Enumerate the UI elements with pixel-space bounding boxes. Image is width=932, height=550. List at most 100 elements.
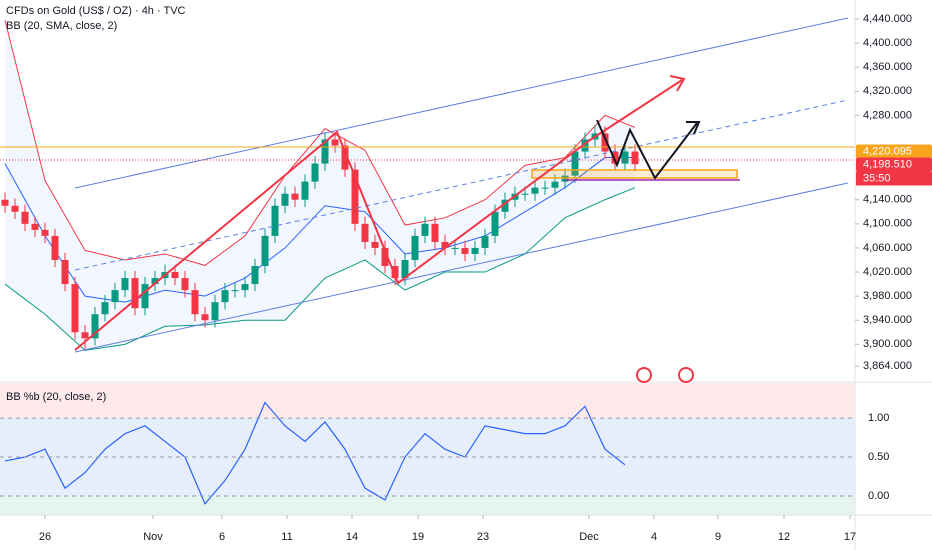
channel-bottom <box>74 182 849 353</box>
y-tick-label: 3,900.000 <box>863 338 912 350</box>
y-tick-label: 0.00 <box>868 490 889 502</box>
candle-body <box>101 302 109 315</box>
candle-body <box>491 211 499 236</box>
candle-body <box>1 199 9 206</box>
candle-body <box>461 247 469 254</box>
candle-body <box>251 266 259 285</box>
candle-body <box>121 278 129 291</box>
y-tick-label: 3,980.000 <box>863 290 912 302</box>
candle-body <box>81 332 89 339</box>
candle-body <box>541 187 549 189</box>
candle-body <box>381 247 389 267</box>
candle-body <box>631 151 639 165</box>
zone-box <box>531 169 738 179</box>
candle-body <box>571 151 579 176</box>
candle-body <box>551 181 559 188</box>
candle-body <box>601 133 609 152</box>
candle-body <box>421 223 429 236</box>
candle-body <box>271 205 279 236</box>
candle-body <box>351 169 359 224</box>
y-tick-label: 1.00 <box>868 412 889 424</box>
candle-body <box>151 278 159 285</box>
y-tick-label: 3,864.000 <box>863 360 912 372</box>
candle-body <box>331 139 339 146</box>
y-tick-label: 4,400.000 <box>863 37 912 49</box>
candle-body <box>91 314 99 339</box>
pctb-line <box>4 401 626 505</box>
chart-title: CFDs on Gold (US$ / OZ) · 4h · TVC <box>6 5 186 17</box>
candle-body <box>291 193 299 200</box>
candle-body <box>61 259 69 285</box>
countdown: 35:50 <box>863 172 891 184</box>
price-badge <box>856 144 932 159</box>
y-tick-label: 3,940.000 <box>863 314 912 326</box>
candle-body <box>181 278 189 291</box>
candle-body <box>361 223 369 242</box>
candle-body <box>41 229 49 236</box>
overbought-zone <box>0 383 855 418</box>
candle-body <box>211 302 219 321</box>
candle-body <box>431 223 439 242</box>
oversold-zone <box>0 496 855 515</box>
x-tick-label: Dec <box>579 531 599 543</box>
projection-head <box>686 121 701 135</box>
candle-body <box>501 199 509 212</box>
price-badge-label: 4,198.510 <box>863 158 912 170</box>
candle-body <box>221 290 229 303</box>
candle-body <box>611 151 619 164</box>
candle-body <box>301 181 309 200</box>
x-tick-label: 12 <box>778 531 790 543</box>
arrow-head <box>669 75 686 92</box>
candle-body <box>311 163 319 182</box>
y-tick-label: 0.50 <box>868 451 889 463</box>
event-icon[interactable] <box>636 367 652 383</box>
y-tick-label: 4,020.000 <box>863 266 912 278</box>
candle-body <box>261 235 269 267</box>
candle-body <box>171 272 179 279</box>
candle-body <box>391 266 399 279</box>
channel-top <box>74 17 849 189</box>
candle-body <box>11 205 19 212</box>
candle-body <box>141 284 149 309</box>
y-tick-label: 4,320.000 <box>863 85 912 97</box>
candle-body <box>371 241 379 248</box>
bb-fill <box>5 20 635 351</box>
countdown-badge <box>856 171 932 186</box>
x-tick-label: 23 <box>477 531 489 543</box>
candle-body <box>281 193 289 206</box>
price-badge <box>856 157 932 172</box>
indicator-pane <box>0 383 855 515</box>
candle-body <box>21 211 29 224</box>
candle-body <box>581 139 589 152</box>
candle-body <box>111 290 119 303</box>
x-tick-label: 19 <box>412 531 424 543</box>
x-tick-label: 26 <box>39 531 51 543</box>
candle-body <box>231 290 239 292</box>
x-tick-label: 6 <box>219 531 225 543</box>
candle-body <box>131 278 139 309</box>
candle-body <box>531 187 539 194</box>
y-tick-label: 4,440.000 <box>863 13 912 25</box>
bb-lower <box>4 187 636 351</box>
y-tick-label: 4,060.000 <box>863 242 912 254</box>
y-tick-label: 4,360.000 <box>863 61 912 73</box>
candle-body <box>441 241 449 248</box>
event-icon[interactable] <box>678 367 694 383</box>
candle-body <box>451 247 459 249</box>
candle-body <box>51 235 59 260</box>
candle-body <box>191 290 199 315</box>
indicator-label: BB %b (20, close, 2) <box>6 391 106 403</box>
drawings <box>0 17 855 383</box>
y-tick-label: 4,140.000 <box>863 194 912 206</box>
candle-body <box>341 145 349 170</box>
wave-path <box>74 79 683 351</box>
indicator-label: BB (20, SMA, close, 2) <box>6 20 117 32</box>
bb-upper <box>4 20 636 266</box>
candle-body <box>411 235 419 260</box>
candle-body <box>401 259 409 279</box>
projection-path <box>596 119 698 180</box>
candle-body <box>321 139 329 164</box>
candle-body <box>521 193 529 195</box>
candle-body <box>201 314 209 321</box>
